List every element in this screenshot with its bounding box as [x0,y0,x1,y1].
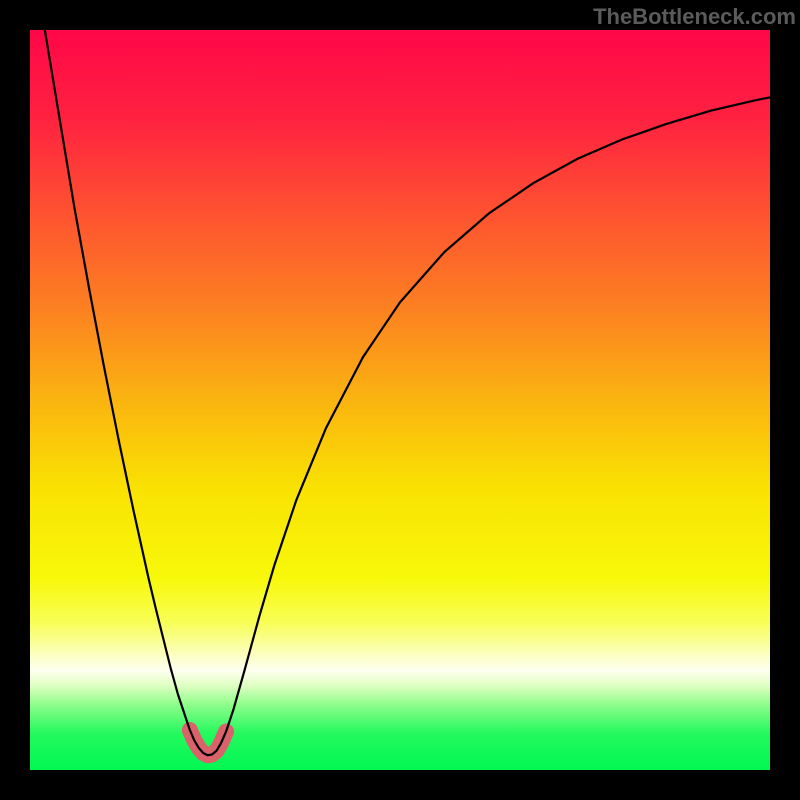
chart-svg [30,30,770,770]
chart-plot-area [30,30,770,770]
chart-background [30,30,770,770]
watermark-text: TheBottleneck.com [593,4,796,30]
